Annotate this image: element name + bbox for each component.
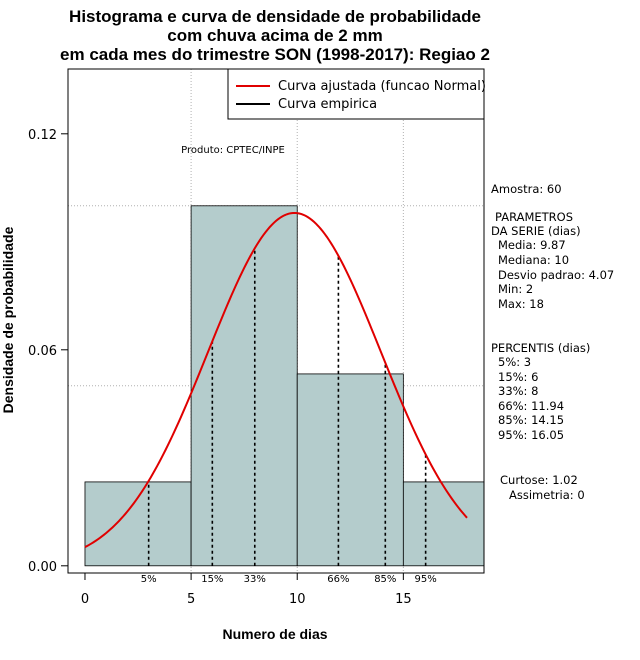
percentile-33: 33%: 8 (498, 384, 538, 398)
x-axis: 0 5 10 15 (81, 572, 412, 607)
percentile-85: 85%: 14.15 (498, 413, 564, 427)
legend-label-fitted: Curva ajustada (funcao Normal) (278, 79, 486, 94)
stat-mean: Media: 9.87 (498, 238, 566, 252)
y-tick-label: 0.06 (28, 344, 57, 359)
parameters-title: PARAMETROS (495, 210, 573, 224)
chart-title-line-3: em cada mes do trimestre SON (1998-2017)… (60, 45, 490, 64)
histogram-bar-1 (84, 481, 192, 567)
chart-title-line-1: Histograma e curva de densidade de proba… (69, 7, 481, 26)
normal-curve (84, 211, 468, 549)
stat-max: Max: 18 (498, 297, 544, 311)
stat-median: Mediana: 10 (498, 253, 569, 267)
y-tick-label: 0.12 (28, 128, 57, 143)
x-tick-label: 0 (81, 592, 89, 607)
y-axis: 0.00 0.06 0.12 (28, 128, 68, 575)
kurtosis: Curtose: 1.02 (500, 473, 578, 487)
statistics-panel: Amostra: 60 PARAMETROS DA SERIE (dias) M… (491, 182, 614, 502)
percentile-5: 5%: 3 (498, 355, 531, 369)
percentile-label-15: 15% (201, 574, 223, 585)
legend-box (227, 68, 485, 120)
y-tick-label: 0.00 (28, 560, 57, 575)
x-tick-label: 5 (187, 592, 195, 607)
x-tick-label: 10 (289, 592, 306, 607)
x-axis-label: Numero de dias (222, 626, 327, 642)
stat-min: Min: 2 (498, 282, 533, 296)
percentile-label-95: 95% (415, 574, 437, 585)
percentile-label-33: 33% (244, 574, 266, 585)
sample-size: Amostra: 60 (491, 182, 562, 196)
y-axis-label: Densidade de probabilidade (0, 226, 16, 413)
legend: Curva ajustada (funcao Normal) Curva emp… (227, 68, 486, 120)
histogram-bar-4 (402, 481, 485, 567)
legend-label-empirical: Curva empirica (278, 97, 377, 112)
percentile-15: 15%: 6 (498, 370, 538, 384)
product-annotation: Produto: CPTEC/INPE (181, 145, 285, 156)
percentiles-title: PERCENTIS (dias) (491, 341, 590, 355)
histogram-bar-2 (190, 205, 298, 567)
percentile-label-5: 5% (141, 574, 157, 585)
histogram-bars (84, 205, 485, 567)
percentile-lines: 5% 15% 33% 66% 85% 95% (141, 248, 437, 585)
x-tick-label: 15 (395, 592, 412, 607)
stat-sd: Desvio padrao: 4.07 (498, 268, 614, 282)
percentile-95: 95%: 16.05 (498, 428, 564, 442)
fitted-normal-curve (84, 211, 468, 549)
parameters-subtitle: DA SERIE (dias) (491, 224, 581, 238)
histogram-bar-3 (296, 373, 404, 567)
chart-title-line-2: com chuva acima de 2 mm (167, 26, 382, 45)
skewness: Assimetria: 0 (509, 488, 585, 502)
percentile-66: 66%: 11.94 (498, 399, 564, 413)
percentile-label-85: 85% (374, 574, 396, 585)
percentile-label-66: 66% (327, 574, 349, 585)
